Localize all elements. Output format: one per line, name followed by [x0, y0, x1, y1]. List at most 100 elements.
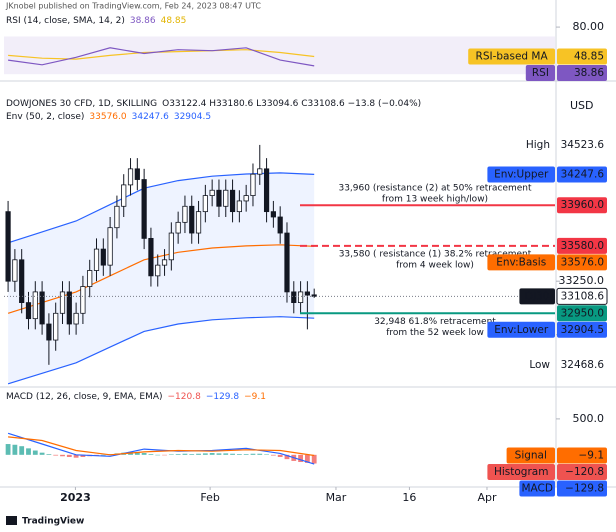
price-tag-value: −129.8 — [565, 482, 604, 494]
price-tag-name: Env:Basis — [496, 256, 546, 268]
price-tag-value: 32950.0 — [561, 307, 604, 319]
price-tag-value: −120.8 — [565, 466, 604, 478]
histogram-bar — [270, 454, 276, 456]
histogram-bar — [182, 453, 188, 455]
histogram-bar — [12, 444, 18, 455]
level-annotation: 32,948 61.8% retracement — [374, 317, 496, 327]
level-annotation: from 4 week low) — [396, 260, 474, 270]
legend-item: MACD (12, 26, close, 9, EMA, EMA) — [6, 392, 163, 402]
candle-body — [5, 211, 11, 282]
price-tag-box — [557, 64, 607, 81]
legend: Env (50, 2, close) 33576.0 34247.6 32904.5 — [6, 112, 211, 122]
price-tag-box — [557, 136, 607, 153]
legend: MACD (12, 26, close, 9, EMA, EMA) −120.8−… — [6, 392, 266, 402]
candle-body — [32, 291, 38, 320]
series-line — [7, 432, 315, 465]
legend-item: 34247.6 — [132, 112, 169, 122]
candle-body — [19, 259, 25, 304]
legend-item: −9.1 — [244, 392, 266, 402]
candle-body — [304, 291, 310, 296]
price-tag-box — [557, 321, 607, 338]
candle-body — [66, 291, 72, 325]
price-tag-name: Histogram — [494, 466, 548, 478]
histogram-bar — [175, 454, 181, 455]
price-tag-value: 34247.6 — [561, 168, 605, 180]
x-tick-label: 16 — [402, 491, 416, 504]
price-tag-name-box — [487, 254, 555, 271]
candle-body — [209, 189, 215, 196]
candle-body — [25, 302, 32, 320]
price-tag-name-box — [487, 463, 555, 480]
level-annotation: from 13 week high/low) — [382, 195, 488, 205]
histogram-bar — [46, 454, 52, 455]
price-tag-name-box — [468, 48, 555, 65]
price-tag-box — [557, 356, 607, 373]
candle-body — [46, 323, 52, 341]
price-tag-box — [557, 48, 607, 65]
series-line — [7, 244, 315, 314]
y-tick-label: 33250.0 — [559, 274, 605, 287]
price-tag-value: 33960.0 — [561, 199, 604, 211]
histogram-bar — [168, 454, 174, 455]
price-tag-name: Env:Upper — [494, 168, 549, 180]
histogram-bar — [100, 454, 106, 456]
price-tag-value: 32468.6 — [561, 359, 605, 371]
x-tick-label: Feb — [200, 491, 219, 504]
candle-body — [80, 286, 86, 314]
candle-body — [236, 200, 242, 213]
level-annotation: 33,960 (resistance (2) at 50% retracemen… — [338, 184, 532, 194]
histogram-bar — [304, 454, 310, 463]
candle-body — [216, 189, 222, 207]
price-tag-name-box — [525, 64, 555, 81]
price-tag-name-box — [519, 480, 555, 497]
currency: USD — [570, 99, 594, 112]
candle-body — [93, 248, 100, 271]
candle-body — [53, 312, 59, 341]
header: JKnobel published on TradingView.com, Fe… — [5, 2, 261, 11]
price-tag-box — [557, 254, 607, 271]
legend-item: Env (50, 2, close) — [6, 112, 84, 122]
price-tag-value: 38.86 — [574, 67, 604, 79]
candle-body — [100, 248, 106, 266]
candle-body — [284, 232, 290, 293]
legend-item: 33576.0 — [89, 112, 126, 122]
candle-body — [223, 189, 229, 207]
candle-body — [270, 211, 276, 218]
level-annotation: 33,580 ( resistance (1) 38.2% retracemen… — [339, 249, 532, 259]
price-tag-name: MACD — [521, 482, 552, 494]
price-tag-name-box — [487, 166, 555, 183]
price-tag-value: 33108.6 — [561, 290, 605, 302]
candle-body — [243, 195, 249, 202]
histogram-bar — [19, 446, 25, 455]
series-line — [8, 47, 315, 67]
candle-body — [250, 173, 256, 196]
price-tag-name-box — [506, 447, 555, 464]
price-tag-name: RSI — [532, 67, 549, 79]
candle-body — [114, 205, 120, 229]
candle-body — [202, 195, 208, 213]
histogram-bar — [189, 454, 195, 455]
price-tag-box — [557, 237, 607, 254]
candle-body — [107, 227, 113, 266]
price-tag-name: RSI-based MA — [476, 50, 549, 62]
price-tag-box — [556, 287, 608, 305]
level-annotation: from the 52 week low — [386, 328, 484, 338]
x-tick-label: 2023 — [60, 491, 91, 504]
price-tag-value: 33576.0 — [561, 256, 604, 268]
histogram-bar — [284, 454, 290, 460]
price-tag-name-box — [519, 288, 555, 305]
legend-item: 38.86 — [130, 16, 156, 26]
price-tag-name: DJ30 — [525, 290, 550, 302]
histogram-bar — [311, 454, 317, 464]
price-tag-value: 33580.0 — [561, 240, 604, 252]
price-tag-box — [557, 197, 607, 214]
histogram-bar — [148, 454, 154, 455]
histogram-bar — [202, 453, 208, 455]
histogram-bar — [134, 452, 140, 455]
rsi-band — [4, 36, 555, 75]
price-tag-box — [557, 305, 607, 322]
price-tag-value: 48.85 — [574, 50, 604, 62]
histogram-bar — [39, 452, 45, 455]
candle-body — [263, 168, 270, 213]
